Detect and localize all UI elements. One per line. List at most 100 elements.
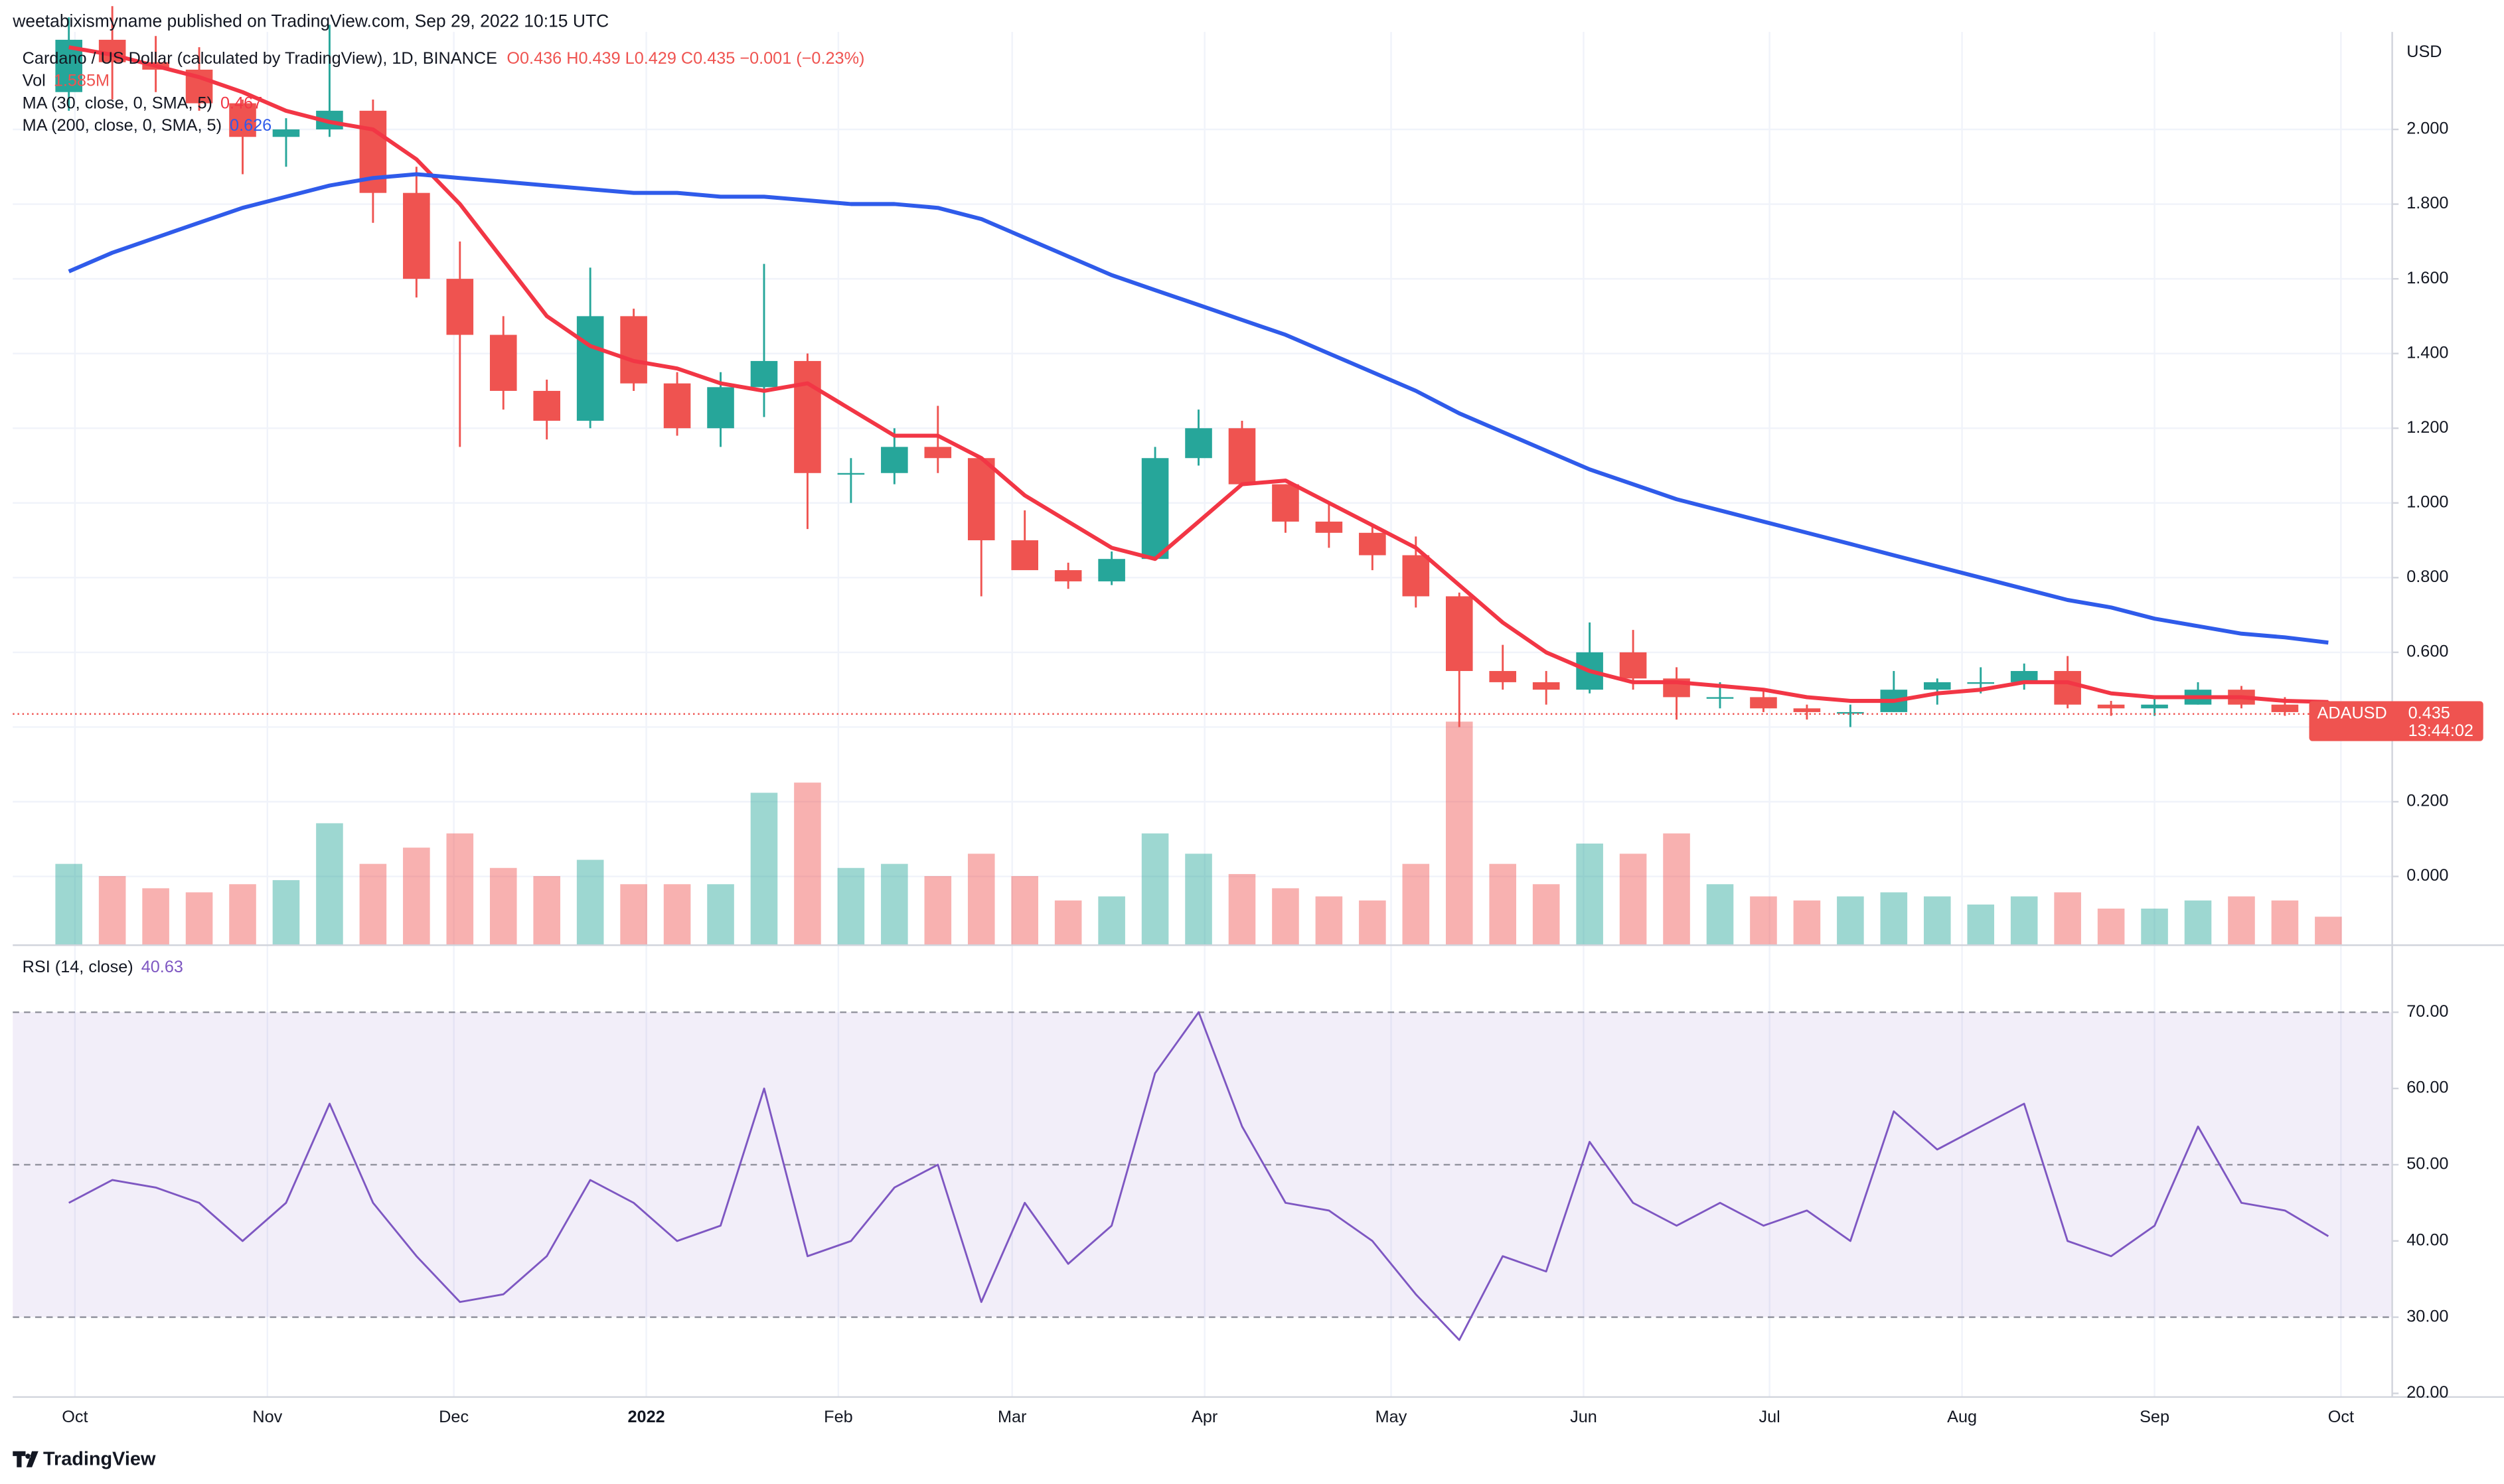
x-tick-label: Aug bbox=[1947, 1408, 1977, 1426]
volume-bar bbox=[663, 884, 691, 946]
volume-bar bbox=[837, 867, 865, 946]
plot-background bbox=[13, 32, 2399, 1397]
symbol-title: Cardano / US Dollar (calculated by Tradi… bbox=[23, 49, 497, 68]
candle-body bbox=[837, 473, 865, 475]
candle-body bbox=[1402, 555, 1430, 597]
y-tick-label: 0.000 bbox=[2406, 866, 2448, 885]
candle-body bbox=[1228, 428, 1256, 484]
x-tick-label: Feb bbox=[824, 1408, 853, 1426]
volume-bar bbox=[2271, 900, 2299, 946]
volume-bar bbox=[489, 867, 517, 946]
main-legend: Cardano / US Dollar (calculated by Tradi… bbox=[23, 49, 865, 68]
candle-body bbox=[663, 383, 691, 429]
volume-bar bbox=[98, 876, 126, 946]
y-tick-label: 1.400 bbox=[2406, 343, 2448, 362]
candle-body bbox=[967, 458, 995, 541]
x-tick-label: Jun bbox=[1570, 1408, 1597, 1426]
y-tick-label: 30.00 bbox=[2406, 1307, 2448, 1325]
candle-body bbox=[1359, 532, 1386, 556]
rsi-value: 40.63 bbox=[141, 957, 183, 976]
last-price-box bbox=[2309, 701, 2483, 741]
candle-body bbox=[2097, 704, 2125, 709]
x-tick-label: 2022 bbox=[628, 1408, 665, 1426]
footer-brand: TradingView bbox=[43, 1449, 156, 1470]
volume-bar bbox=[1663, 833, 1690, 946]
y-tick-label: 1.200 bbox=[2406, 418, 2448, 437]
x-tick-label: Nov bbox=[252, 1408, 282, 1426]
candle-body bbox=[1967, 682, 1995, 684]
volume-value: 1.585M bbox=[54, 71, 110, 90]
volume-bar bbox=[707, 884, 734, 946]
rsi-title: RSI (14, close) bbox=[23, 957, 133, 976]
volume-bar bbox=[967, 853, 995, 946]
volume-bar bbox=[1880, 892, 1908, 946]
volume-bar bbox=[2141, 909, 2168, 946]
y-tick-label: 0.200 bbox=[2406, 792, 2448, 810]
rsi-legend: RSI (14, close) 40.63 bbox=[23, 957, 183, 976]
y-tick-label: 0.600 bbox=[2406, 642, 2448, 661]
candle-body bbox=[2271, 704, 2299, 712]
candle-body bbox=[1185, 428, 1212, 459]
volume-bar bbox=[1315, 896, 1343, 946]
volume-bar bbox=[316, 823, 343, 946]
candle-body bbox=[1272, 484, 1299, 522]
footer-logo: TradingView bbox=[13, 1449, 156, 1470]
candle-body bbox=[1750, 697, 1777, 709]
volume-bar bbox=[1272, 888, 1299, 946]
ohlc-values: O0.436 H0.439 L0.429 C0.435 −0.001 (−0.2… bbox=[507, 49, 864, 68]
y-tick-label: 50.00 bbox=[2406, 1155, 2448, 1173]
candle-body bbox=[2010, 671, 2038, 682]
y-tick-label: 2.000 bbox=[2406, 119, 2448, 138]
volume-bar bbox=[446, 833, 474, 946]
volume-bar bbox=[185, 892, 213, 946]
volume-bar bbox=[1445, 721, 1473, 946]
volume-bar bbox=[533, 876, 560, 946]
x-tick-label: Oct bbox=[2328, 1408, 2354, 1426]
y-tick-label: 1.000 bbox=[2406, 492, 2448, 511]
moving-average-line bbox=[68, 172, 2329, 645]
volume-bar bbox=[229, 884, 256, 946]
candle-body bbox=[1098, 559, 1125, 581]
ma200-value: 0.626 bbox=[230, 116, 272, 135]
candle-body bbox=[1619, 652, 1647, 679]
volume-bar bbox=[1619, 853, 1647, 946]
candle-body bbox=[1489, 671, 1517, 682]
candle-body bbox=[1315, 521, 1343, 533]
candle-body bbox=[576, 316, 604, 421]
volume-bar bbox=[1837, 896, 1864, 946]
volume-legend: Vol 1.585M bbox=[23, 71, 110, 90]
volume-bar bbox=[359, 863, 387, 946]
volume-bar bbox=[2228, 896, 2255, 946]
candle-body bbox=[881, 447, 908, 473]
volume-bar bbox=[55, 863, 82, 946]
volume-bar bbox=[1098, 896, 1125, 946]
candle-body bbox=[794, 360, 821, 473]
candle-body bbox=[1837, 711, 1864, 714]
x-tick-label: Dec bbox=[439, 1408, 469, 1426]
x-tick-label: Jul bbox=[1759, 1408, 1780, 1426]
candle-body bbox=[1011, 540, 1039, 571]
volume-bar bbox=[750, 792, 778, 946]
volume-bar bbox=[142, 888, 169, 946]
candle-body bbox=[2054, 671, 2081, 705]
candle-body bbox=[1706, 697, 1734, 699]
candle-body bbox=[403, 192, 430, 279]
x-tick-label: Apr bbox=[1192, 1408, 1217, 1426]
candle-body bbox=[446, 279, 474, 335]
candle-body bbox=[1141, 458, 1169, 559]
volume-bar bbox=[1359, 900, 1386, 946]
volume-bar bbox=[620, 884, 647, 946]
logo-icon bbox=[13, 1451, 39, 1467]
ma30-legend: MA (30, close, 0, SMA, 5) 0.467 bbox=[23, 94, 262, 112]
candle-body bbox=[1793, 708, 1821, 712]
rsi-line bbox=[68, 1011, 2329, 1341]
candle-body bbox=[1923, 682, 1951, 690]
volume-bar bbox=[403, 848, 430, 946]
candle-body bbox=[229, 103, 256, 137]
volume-bar bbox=[1532, 884, 1560, 946]
volume-bar bbox=[1923, 896, 1951, 946]
ma30-value: 0.467 bbox=[220, 94, 262, 112]
candle-body bbox=[1054, 570, 1082, 581]
volume-bar bbox=[2054, 892, 2081, 946]
volume-bar bbox=[1141, 833, 1169, 946]
